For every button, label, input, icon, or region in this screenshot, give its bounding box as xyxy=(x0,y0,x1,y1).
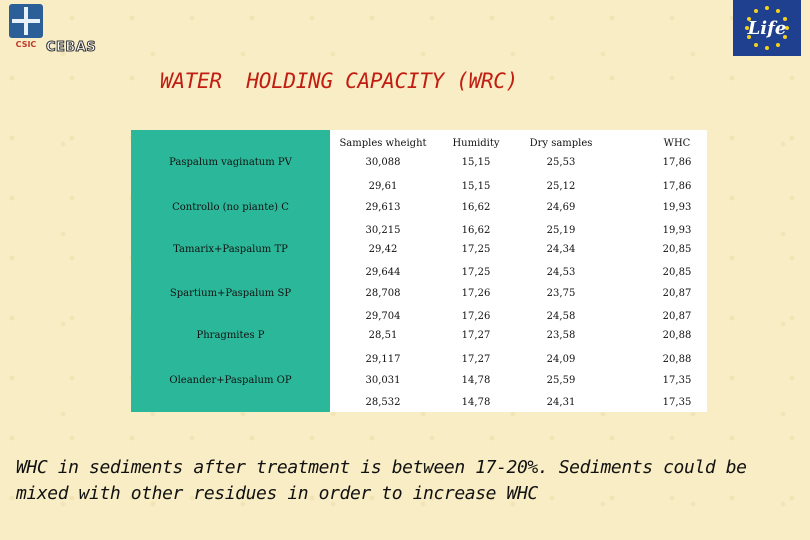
table-cell: 16,62 xyxy=(461,225,491,236)
table-cell: 17,25 xyxy=(461,244,491,255)
row-label: Paspalum vaginatum PV xyxy=(169,157,292,168)
table-cell: 29,117 xyxy=(365,354,401,365)
table-cell: 17,26 xyxy=(461,311,491,322)
table-cell: 15,15 xyxy=(461,157,491,168)
table-cell: 17,35 xyxy=(662,375,692,386)
table-cell: 28,708 xyxy=(365,288,401,299)
table-cell: 20,87 xyxy=(662,288,692,299)
eu-stars-icon xyxy=(745,6,789,50)
row-label: Controllo (no piante) C xyxy=(172,202,289,213)
eu-life-logo: Life xyxy=(733,0,801,56)
table-cell: 25,53 xyxy=(546,157,576,168)
column-header: WHC xyxy=(663,138,691,149)
row-label: Phragmites P xyxy=(196,330,265,341)
life-logo-text: Life xyxy=(747,17,787,39)
table-cell: 16,62 xyxy=(461,202,491,213)
table-cell: 17,26 xyxy=(461,288,491,299)
table-cell: 29,704 xyxy=(365,311,401,322)
table-cell: 24,69 xyxy=(546,202,576,213)
row-label: Tamarix+Paspalum TP xyxy=(173,244,288,255)
row-label: Oleander+Paspalum OP xyxy=(169,375,292,386)
table-cell: 15,15 xyxy=(461,181,491,192)
table-cell: 19,93 xyxy=(662,202,692,213)
table-cell: 20,87 xyxy=(662,311,692,322)
table-cell: 23,75 xyxy=(546,288,576,299)
table-cell: 23,58 xyxy=(546,330,576,341)
table-cell: 25,12 xyxy=(546,181,576,192)
table-cell: 29,61 xyxy=(368,181,398,192)
column-header: Samples wheight xyxy=(339,138,427,149)
table-cell: 29,613 xyxy=(365,202,401,213)
whc-table: Samples wheight Humidity Dry samples WHC Pas… xyxy=(131,130,707,412)
csic-emblem-icon xyxy=(9,4,43,38)
csic-logo: CSIC xyxy=(6,4,46,56)
table-cell: 28,532 xyxy=(365,397,401,408)
table-cell: 20,85 xyxy=(662,244,692,255)
table-cell: 29,42 xyxy=(368,244,398,255)
table-cell: 24,31 xyxy=(546,397,576,408)
table-cell: 20,88 xyxy=(662,354,692,365)
table-cell: 14,78 xyxy=(461,397,491,408)
table-cell: 20,88 xyxy=(662,330,692,341)
table-cell: 17,27 xyxy=(461,354,491,365)
table-cell: 25,59 xyxy=(546,375,576,386)
table-cell: 17,25 xyxy=(461,267,491,278)
table-cell: 24,53 xyxy=(546,267,576,278)
table-cell: 24,09 xyxy=(546,354,576,365)
cebas-logo: CEBAS xyxy=(45,40,97,56)
table-cell: 25,19 xyxy=(546,225,576,236)
column-header: Humidity xyxy=(452,138,500,149)
csic-logo-text: CSIC xyxy=(15,40,37,49)
column-header: Dry samples xyxy=(529,138,593,149)
table-cell: 28,51 xyxy=(368,330,398,341)
table-cell: 14,78 xyxy=(461,375,491,386)
table-cell: 30,088 xyxy=(365,157,401,168)
table-cell: 17,86 xyxy=(662,157,692,168)
table-cell: 20,85 xyxy=(662,267,692,278)
table-cell: 29,644 xyxy=(365,267,401,278)
table-cell: 17,86 xyxy=(662,181,692,192)
row-label: Spartium+Paspalum SP xyxy=(169,288,292,299)
summary-text: WHC in sediments after treatment is betw… xyxy=(16,457,747,504)
table-cell: 24,34 xyxy=(546,244,576,255)
table-cell: 24,58 xyxy=(546,311,576,322)
table-cell: 17,27 xyxy=(461,330,491,341)
table-cell: 19,93 xyxy=(662,225,692,236)
table-cell: 30,215 xyxy=(365,225,401,236)
table-cell: 30,031 xyxy=(365,375,401,386)
data-panel xyxy=(330,130,707,412)
page-title: WATER HOLDING CAPACITY (WRC) xyxy=(160,69,518,93)
table-cell: 17,35 xyxy=(662,397,692,408)
